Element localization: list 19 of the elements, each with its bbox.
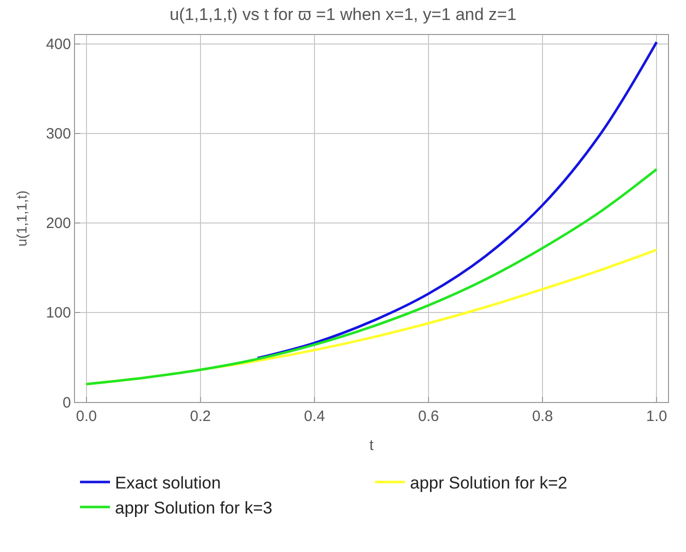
y-tick-label: 400	[46, 36, 71, 54]
y-tick-label: 200	[46, 215, 71, 232]
x-tick-label: 0.0	[76, 408, 97, 425]
x-tick-label: 0.8	[532, 408, 553, 425]
y-tick-label: 300	[46, 126, 71, 143]
chart-title: u(1,1,1,t) vs t for ϖ =1 when x=1, y=1 and z=1	[170, 5, 516, 24]
line-series	[256, 40, 658, 360]
line-series	[85, 168, 658, 386]
x-tick-label: 0.2	[190, 408, 211, 425]
y-tick-label: 100	[46, 304, 71, 322]
legend-label: Exact solution	[115, 474, 221, 493]
legend-label: appr Solution for k=2	[410, 474, 568, 493]
legend-label: appr Solution for k=3	[115, 498, 272, 518]
x-tick-label: 0.6	[418, 408, 439, 425]
y-tick-label: 0	[62, 394, 71, 412]
x-tick-label: 1.0	[646, 408, 668, 425]
x-tick-label: 0.4	[304, 408, 325, 425]
x-axis-title: t	[369, 437, 374, 454]
y-axis-title: u(1,1,1,t)	[14, 190, 30, 247]
